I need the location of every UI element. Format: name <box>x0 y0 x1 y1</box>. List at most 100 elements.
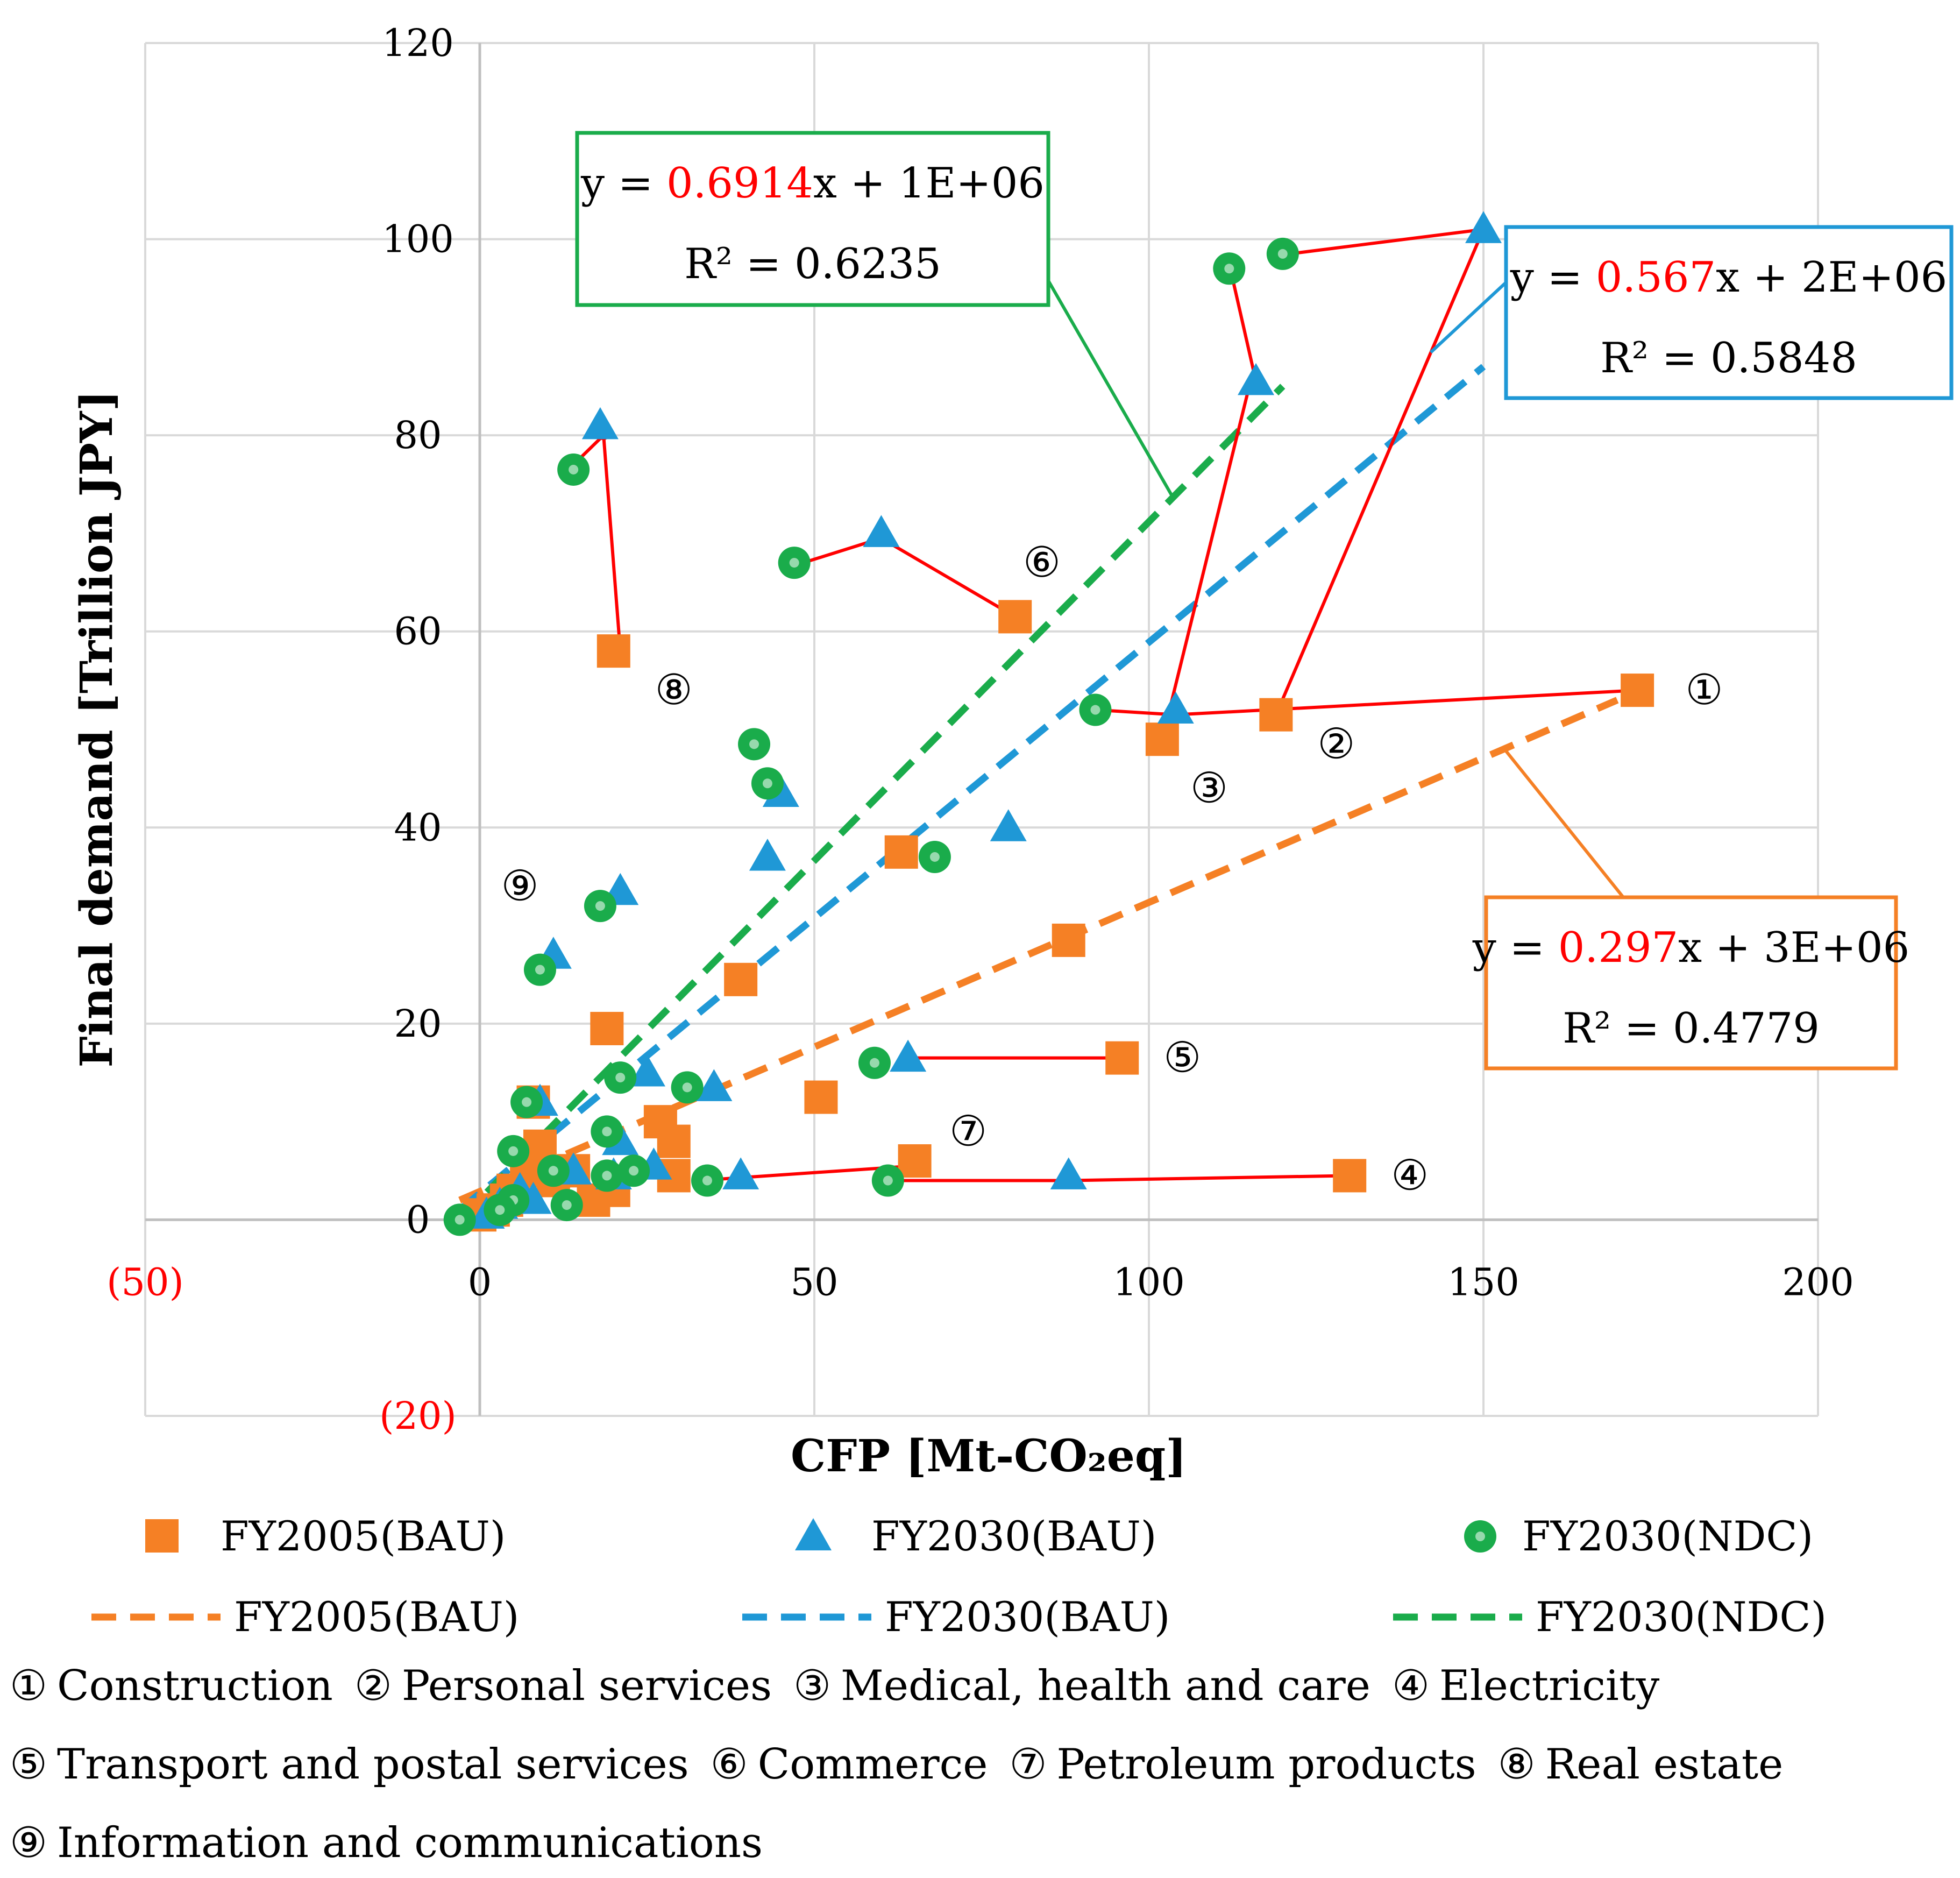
point-fy2030-bau <box>695 1069 733 1101</box>
transition-arrow <box>1274 228 1485 715</box>
sector-key-name: Petroleum products <box>1056 1740 1476 1789</box>
y-tick-label: (20) <box>379 1394 457 1438</box>
point-fy2005-bau <box>884 835 918 869</box>
y-tick-label: 120 <box>382 21 454 65</box>
legend-label-series: FY2030(NDC) <box>1522 1512 1813 1560</box>
point-fy2005-bau <box>804 1080 838 1114</box>
equation-rest: x + 1E+06 <box>813 159 1045 208</box>
point-fy2030-ndc-highlight <box>629 1166 639 1176</box>
point-fy2030-ndc-highlight <box>602 1171 612 1181</box>
y-tick-label: 80 <box>394 413 442 457</box>
x-tick-label: (50) <box>106 1260 184 1304</box>
point-fy2030-bau <box>581 407 619 440</box>
y-tick-label: 40 <box>394 805 442 849</box>
sector-key-mark: ⑤ <box>10 1740 47 1789</box>
sector-marker: ⑨ <box>501 862 539 911</box>
sector-key-name: Transport and postal services <box>57 1740 689 1789</box>
point-fy2005-bau <box>898 1144 932 1178</box>
point-fy2030-ndc-highlight <box>495 1205 505 1215</box>
equation-rest: x + 3E+06 <box>1678 924 1909 972</box>
trendline <box>457 364 1486 1213</box>
point-fy2030-ndc-highlight <box>522 1097 532 1107</box>
equation-leader-line <box>1046 279 1173 496</box>
y-tick-label: 0 <box>406 1197 430 1242</box>
legend-label-trend: FY2030(NDC) <box>1536 1593 1827 1641</box>
point-fy2030-ndc-highlight <box>508 1146 519 1156</box>
point-fy2030-ndc-highlight <box>1090 705 1100 715</box>
sector-marker: ④ <box>1391 1151 1429 1200</box>
legend-marker-fy2005-bau <box>145 1519 179 1553</box>
point-fy2030-bau <box>1050 1157 1087 1189</box>
sector-marker: ① <box>1686 666 1723 714</box>
sector-markers: ① ② ③ ④ ⑤ ⑥ ⑦ ⑧ ⑨ <box>501 538 1723 1200</box>
equation-prefix: y = <box>580 159 666 208</box>
sector-key-mark: ④ <box>1392 1662 1430 1710</box>
transition-arrow <box>1175 689 1638 718</box>
point-fy2005-bau <box>1259 698 1293 732</box>
equation-slope: 0.6914 <box>666 159 813 208</box>
point-fy2030-bau <box>1238 363 1275 395</box>
point-fy2030-ndc-highlight <box>749 739 759 749</box>
point-fy2030-bau <box>722 1157 759 1189</box>
point-fy2005-bau <box>1145 722 1179 756</box>
equation-r2: R² = 0.6235 <box>684 240 941 288</box>
point-fy2030-ndc-highlight <box>702 1175 712 1186</box>
sector-key-row: ⑨ Information and communications <box>10 1819 763 1867</box>
point-fy2030-ndc-highlight <box>1277 249 1288 259</box>
point-fy2030-ndc-highlight <box>615 1073 626 1083</box>
x-tick-label: 200 <box>1782 1260 1854 1304</box>
legend-label-trend: FY2030(BAU) <box>885 1593 1170 1641</box>
point-fy2030-bau <box>990 809 1027 841</box>
point-fy2030-ndc-highlight <box>548 1166 558 1176</box>
point-fy2030-ndc-highlight <box>682 1082 692 1093</box>
equation-prefix: y = <box>1472 924 1558 972</box>
equation-boxes: y = 0.297x + 3E+06 R² = 0.4779 y = 0.567x … <box>575 131 1954 1071</box>
point-fy2005-bau <box>643 1105 677 1139</box>
x-tick-label: 0 <box>468 1260 492 1304</box>
legend-label-series: FY2030(BAU) <box>871 1512 1156 1560</box>
sector-key-row: ① Construction ② Personal services ③ Medical,… <box>10 1662 1659 1710</box>
point-fy2030-ndc-highlight <box>562 1200 572 1210</box>
equation-leader-line <box>1429 281 1508 354</box>
point-fy2030-bau <box>890 1039 927 1072</box>
transition-arrow <box>1068 1174 1350 1184</box>
equation-prefix: y = <box>1510 253 1596 302</box>
tick-labels: (50) 0 50 100 150 200 (20) 0 20 40 60 80 100 120 <box>106 21 1854 1438</box>
point-fy2030-ndc-highlight <box>595 901 605 911</box>
point-fy2030-ndc-highlight <box>929 852 940 862</box>
sector-key-mark: ① <box>10 1662 47 1710</box>
sector-key-name: Medical, health and care <box>841 1662 1370 1710</box>
transition-arrow <box>1160 385 1251 740</box>
equation-leader-line <box>1502 747 1625 898</box>
point-fy2030-ndc-highlight <box>762 778 772 789</box>
data-points <box>443 211 1654 1236</box>
sector-key-mark: ⑨ <box>10 1819 47 1867</box>
sector-marker: ③ <box>1190 764 1228 812</box>
legend: FY2005(BAU) FY2030(BAU) FY2030(NDC) FY2005(… <box>91 1512 1827 1641</box>
point-fy2030-bau <box>1157 691 1194 724</box>
trendline <box>457 384 1286 1222</box>
equation-r2: R² = 0.4779 <box>1563 1004 1820 1053</box>
equation-r2: R² = 0.5848 <box>1600 334 1857 382</box>
sector-marker: ⑤ <box>1163 1034 1201 1082</box>
sector-key-mark: ② <box>354 1662 392 1710</box>
y-tick-label: 60 <box>394 610 442 654</box>
x-tick-label: 100 <box>1113 1260 1185 1304</box>
point-fy2030-bau <box>863 515 900 547</box>
point-fy2030-bau <box>629 1054 665 1087</box>
transition-arrow <box>880 536 1016 618</box>
equation-slope: 0.297 <box>1558 924 1678 972</box>
point-fy2005-bau <box>1333 1159 1367 1193</box>
point-fy2030-ndc-highlight <box>602 1126 612 1137</box>
point-fy2005-bau <box>596 634 630 668</box>
equation-box <box>575 131 1050 307</box>
sector-key: ① Construction ② Personal services ③ Medical,… <box>10 1662 1783 1867</box>
point-fy2030-ndc-highlight <box>535 965 545 975</box>
legend-marker-fy2030-ndc-highlight <box>1475 1532 1485 1541</box>
point-fy2030-ndc-highlight <box>569 464 579 474</box>
sector-marker: ⑦ <box>949 1107 987 1156</box>
equation-text: y = 0.567x + 2E+06 <box>1510 253 1947 302</box>
sector-key-name: Information and communications <box>57 1819 763 1867</box>
x-tick-label: 50 <box>790 1260 838 1304</box>
equation-text: y = 0.6914x + 1E+06 <box>580 159 1045 208</box>
